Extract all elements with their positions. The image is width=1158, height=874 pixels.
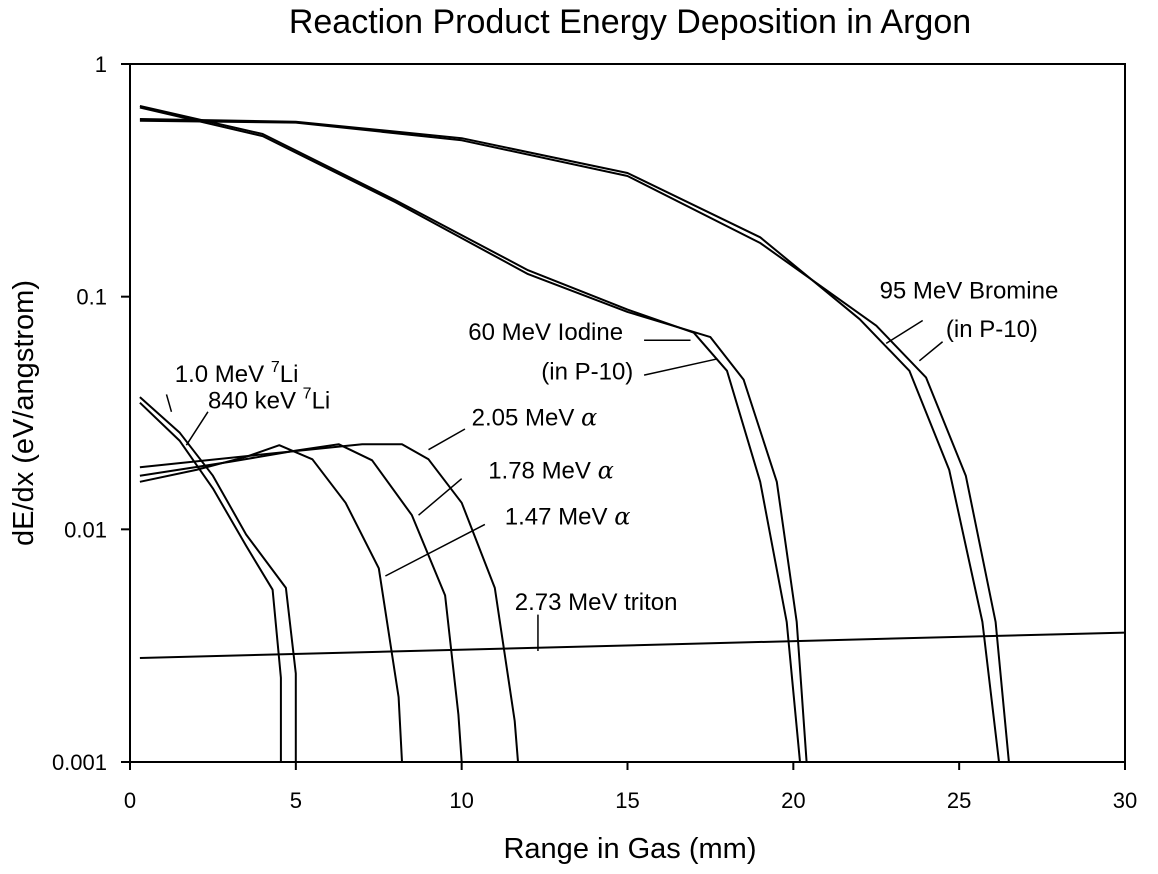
x-tick-label: 30 [1113,788,1137,813]
x-axis-label: Range in Gas (mm) [503,833,756,865]
annotation-leader [918,341,944,362]
chart-title: Reaction Product Energy Deposition in Ar… [289,3,971,41]
annotation-label: 2.05 MeV α [472,403,598,431]
annotation-label: (in P-10) [946,316,1038,343]
series-line-7 [139,105,801,763]
annotation-leader [385,523,486,577]
x-tick-label: 0 [124,788,136,813]
plot-area: 0 5 10 15 20 25 30 0.001 0.01 0.1 1 1.0 MeV 7Li840 … [52,52,1137,813]
annotation-label: 95 MeV Bromine [880,278,1059,305]
series-line-2 [139,396,297,762]
annotation-leader [185,411,209,446]
series-line-10 [139,119,1010,763]
x-tick-label: 10 [449,788,473,813]
annotation-leader [165,394,173,413]
annotation-label: 2.73 MeV triton [515,589,678,616]
annotation-label: 1.0 MeV 7Li [175,359,299,388]
series-line-8 [139,106,808,763]
x-tick-label: 20 [781,788,805,813]
annotation-leader [418,478,463,516]
series-line-4 [139,443,463,763]
annotation-leader [643,358,718,376]
y-tick-label: 0.01 [64,517,107,542]
series-line-3 [139,444,403,763]
annotation-label: 840 keV 7Li [208,386,330,415]
series-line-1 [139,401,282,762]
annotation-label: 60 MeV Iodine [468,319,623,346]
x-tick-label: 15 [615,788,639,813]
annotation-label: 1.47 MeV α [505,502,631,530]
y-axis-label: dE/dx (eV/angstrom) [8,280,40,546]
x-tick-label: 25 [947,788,971,813]
series-line-9 [139,118,1000,763]
y-tick-label: 0.001 [52,750,107,775]
y-tick-label: 1 [95,52,107,77]
series-line-6 [139,631,1126,659]
annotation-leader [428,428,466,451]
y-tick-label: 0.1 [76,285,107,310]
annotation-label: 1.78 MeV α [488,457,614,485]
series-line-5 [139,443,519,763]
annotation-leader [885,319,924,344]
x-tick-label: 5 [290,788,302,813]
annotation-label: (in P-10) [541,359,633,386]
